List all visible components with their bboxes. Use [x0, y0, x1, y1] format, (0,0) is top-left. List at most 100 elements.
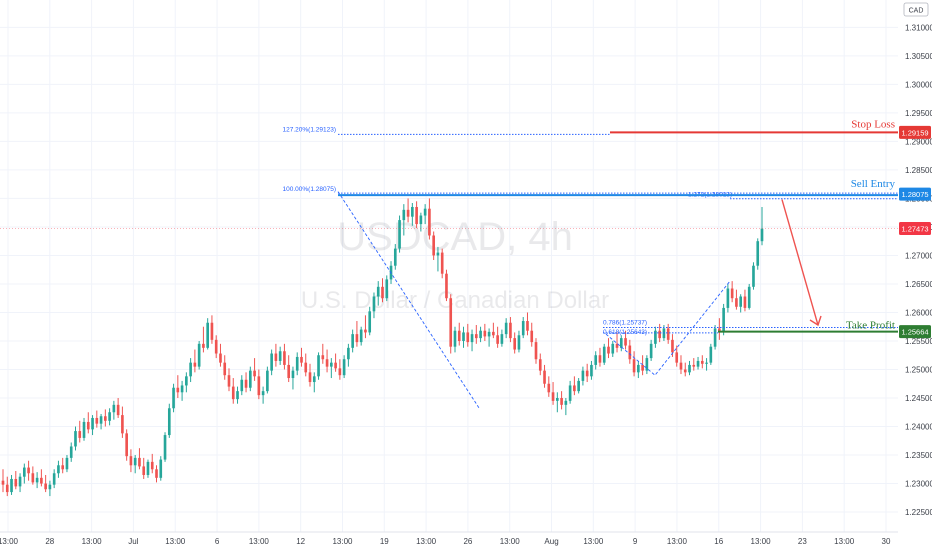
- candle-body: [57, 465, 60, 474]
- candle-body: [551, 392, 555, 401]
- candle-body: [1, 480, 5, 485]
- time-tick-label: 12: [296, 537, 305, 546]
- candle-body: [129, 456, 133, 466]
- price-tick-label: 1.25500: [905, 337, 932, 346]
- candle-body: [270, 353, 273, 371]
- current-price-tag-bg: [899, 221, 931, 235]
- time-tick-label: Jul: [128, 537, 138, 546]
- candle-body: [159, 459, 163, 478]
- candle-body: [364, 329, 367, 333]
- candle-body: [611, 343, 615, 354]
- zigzag-down-line: [337, 191, 481, 410]
- price-tick-label: 1.24000: [905, 423, 932, 432]
- candle-body: [504, 322, 508, 335]
- time-tick-label: 13:00: [332, 537, 353, 546]
- candle-body: [304, 362, 308, 373]
- candle-body: [287, 364, 291, 379]
- candle-body: [78, 431, 82, 438]
- candle-body: [189, 362, 192, 377]
- candle-body: [398, 220, 401, 249]
- stop-loss-tag-text: 1.29159: [901, 128, 928, 137]
- candle-body: [747, 286, 751, 308]
- candle-body: [474, 334, 478, 339]
- time-tick-label: 13:00: [667, 537, 688, 546]
- candle-body: [48, 484, 52, 490]
- candle-body: [568, 385, 572, 401]
- candle-body: [632, 359, 636, 373]
- candle-body: [654, 330, 657, 344]
- fib-100-label: 100.00%(1.28075): [283, 186, 337, 193]
- time-axis[interactable]: 13:00 28 13:00 Jul 13:00 6 13:00 12 13:00 19 13:00…: [0, 537, 891, 546]
- candle-body: [351, 334, 354, 348]
- price-tick-label: 1.30500: [905, 52, 932, 61]
- candle-body: [739, 296, 743, 307]
- candle-body: [274, 353, 278, 361]
- time-tick-label: Aug: [544, 537, 558, 546]
- price-tick-label: 1.22500: [905, 508, 932, 517]
- candle-body: [671, 339, 674, 353]
- candle-body: [69, 446, 73, 458]
- candle-body: [65, 457, 69, 470]
- candle-body: [240, 379, 244, 392]
- candle-body: [479, 330, 482, 339]
- candle-body: [95, 417, 99, 424]
- time-tick-label: 19: [380, 537, 389, 546]
- candle-body: [743, 296, 747, 308]
- candle-body: [590, 364, 593, 377]
- candle-body: [334, 362, 337, 369]
- candle-body: [74, 431, 77, 447]
- price-axis[interactable]: 1.31000 1.30500 1.30000 1.29500 1.29000 1.285…: [905, 23, 932, 517]
- price-tick-label: 1.26000: [905, 308, 932, 317]
- currency-badge[interactable]: CAD: [903, 2, 929, 17]
- time-tick-label: 13:00: [165, 537, 186, 546]
- candle-body: [628, 345, 632, 360]
- candle-body: [543, 370, 546, 384]
- candle-body: [726, 288, 730, 308]
- price-tick-label: 1.23500: [905, 451, 932, 460]
- grid: [0, 0, 898, 532]
- candle-body: [61, 465, 65, 470]
- time-tick-label: 13:00: [751, 537, 772, 546]
- candle-body: [530, 330, 534, 343]
- currency-badge-box: [903, 2, 929, 17]
- time-tick-label: 6: [215, 537, 220, 546]
- candle-body: [40, 477, 43, 484]
- candle-body: [534, 342, 538, 360]
- candle-body: [602, 346, 606, 363]
- candle-body: [521, 321, 525, 336]
- candle-body: [556, 398, 559, 401]
- candle-body: [500, 334, 504, 344]
- candle-body: [760, 228, 764, 242]
- candle-body: [278, 351, 282, 361]
- time-tick-label: 30: [882, 537, 891, 546]
- candle-body: [163, 435, 167, 460]
- fib-127-label: 127.20%(1.29123): [283, 126, 337, 133]
- candle-body: [18, 476, 22, 487]
- candle-body: [227, 375, 231, 387]
- candle-body: [428, 208, 431, 236]
- candle-body: [52, 473, 56, 485]
- candle-body: [372, 296, 376, 312]
- candle-body: [462, 332, 465, 341]
- candle-body: [104, 416, 107, 421]
- watermark-symbol: USDCAD, 4h: [337, 215, 573, 259]
- candle-body: [496, 335, 499, 344]
- candle-body: [261, 391, 265, 396]
- fib-0618-label: 0.618(1.25643): [603, 329, 647, 336]
- price-tick-label: 1.23000: [905, 480, 932, 489]
- candle-body: [658, 330, 661, 339]
- candle-body: [172, 387, 175, 409]
- candle-body: [283, 351, 286, 365]
- candle-body: [402, 209, 406, 221]
- watermark-name: U.S. Dollar / Canadian Dollar: [301, 287, 609, 314]
- price-tick-label: 1.29000: [905, 137, 932, 146]
- candle-body: [368, 311, 372, 333]
- candle-body: [121, 415, 124, 434]
- time-tick-label: 13:00: [249, 537, 270, 546]
- candle-body: [125, 433, 128, 457]
- candle-body: [347, 347, 350, 360]
- candle-body: [487, 331, 491, 337]
- candle-body: [291, 370, 295, 379]
